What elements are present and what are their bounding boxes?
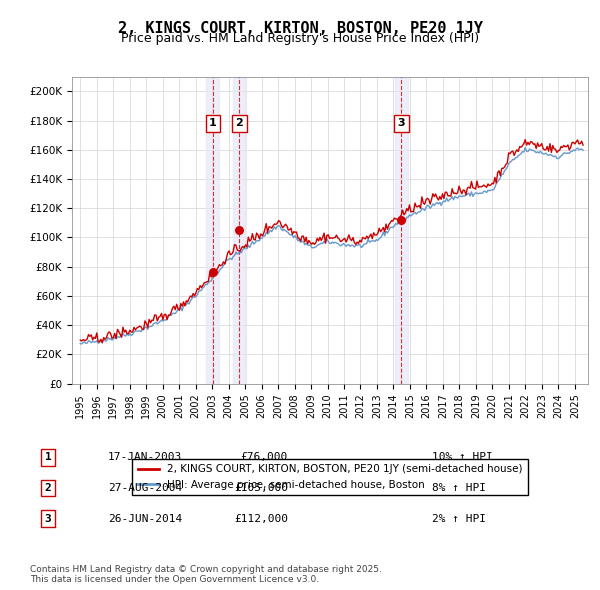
Legend: 2, KINGS COURT, KIRTON, BOSTON, PE20 1JY (semi-detached house), HPI: Average pri: 2, KINGS COURT, KIRTON, BOSTON, PE20 1JY… [133, 459, 527, 495]
Text: 17-JAN-2003: 17-JAN-2003 [108, 453, 182, 462]
Text: 10% ↑ HPI: 10% ↑ HPI [432, 453, 493, 462]
Point [208, 268, 218, 277]
Text: 26-JUN-2014: 26-JUN-2014 [108, 514, 182, 523]
Bar [233, 77, 246, 384]
Text: 2% ↑ HPI: 2% ↑ HPI [432, 514, 486, 523]
Text: £112,000: £112,000 [234, 514, 288, 523]
Text: Price paid vs. HM Land Registry's House Price Index (HPI): Price paid vs. HM Land Registry's House … [121, 32, 479, 45]
Text: 2: 2 [235, 119, 243, 129]
Text: £105,000: £105,000 [234, 483, 288, 493]
Bar [395, 77, 408, 384]
Text: 8% ↑ HPI: 8% ↑ HPI [432, 483, 486, 493]
Text: Contains HM Land Registry data © Crown copyright and database right 2025.
This d: Contains HM Land Registry data © Crown c… [30, 565, 382, 584]
Text: 2: 2 [44, 483, 52, 493]
Text: 2, KINGS COURT, KIRTON, BOSTON, PE20 1JY: 2, KINGS COURT, KIRTON, BOSTON, PE20 1JY [118, 21, 482, 35]
Text: £76,000: £76,000 [241, 453, 288, 462]
Point [397, 215, 406, 225]
Text: 3: 3 [44, 514, 52, 523]
Text: 1: 1 [209, 119, 217, 129]
Bar [206, 77, 220, 384]
Point [235, 225, 244, 235]
Text: 1: 1 [44, 453, 52, 462]
Text: 27-AUG-2004: 27-AUG-2004 [108, 483, 182, 493]
Text: 3: 3 [398, 119, 405, 129]
